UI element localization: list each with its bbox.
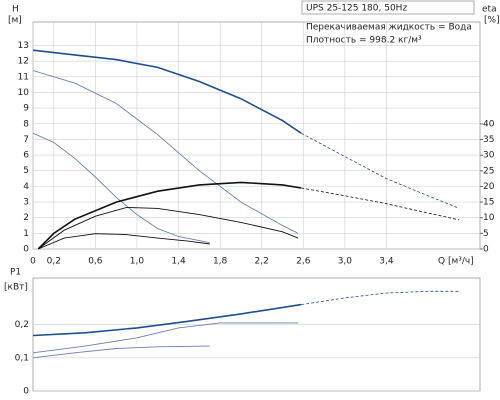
y2-axis-label: eta <box>482 5 497 15</box>
series-line <box>37 206 299 250</box>
y2-tick-label: 10 <box>483 213 495 223</box>
y-tick-label: 10 <box>18 88 30 98</box>
series-line <box>37 181 302 250</box>
y-tick-label: 1 <box>23 229 29 239</box>
x-tick-label: 1,0 <box>130 257 145 267</box>
y-axis-label: H <box>12 5 19 15</box>
y2-tick-label: 20 <box>483 182 495 192</box>
x-tick-label: 0,6 <box>88 257 103 267</box>
x-tick-label: 1,8 <box>213 257 228 267</box>
y-axis-unit: [м] <box>8 16 22 26</box>
chart-title: UPS 25-125 180, 50Hz <box>306 4 407 14</box>
series-line <box>38 233 210 250</box>
x-tick-label: 0,2 <box>47 257 61 267</box>
series-line <box>32 345 210 359</box>
y-tick-label: 9 <box>23 104 29 114</box>
x-tick-label: 3,4 <box>379 257 394 267</box>
y-tick-label: 0,1 <box>15 353 29 363</box>
y-axis-unit: [кВт] <box>4 283 28 293</box>
title-box <box>301 0 475 15</box>
y-tick-label: 2 <box>23 213 29 223</box>
y-tick-label: 0 <box>23 245 29 255</box>
series-line <box>301 187 460 221</box>
series-line <box>301 290 460 305</box>
x-tick-label: 3,0 <box>338 257 353 267</box>
annotation: Перекачиваемая жидкость = Вода <box>306 23 472 33</box>
x-tick-label: 0 <box>30 257 36 267</box>
series-line <box>32 303 302 337</box>
y2-tick-label: 5 <box>483 229 489 239</box>
annotation: Плотность = 998.2 кг/м³ <box>306 36 422 46</box>
y2-tick-label: 40 <box>483 119 495 129</box>
x-tick-label: 1,4 <box>171 257 186 267</box>
plot-frame <box>32 277 481 392</box>
y-tick-label: 0,2 <box>15 320 29 330</box>
x-tick-label: 2,6 <box>296 257 311 267</box>
y2-tick-label: 0 <box>483 245 489 255</box>
series-line <box>32 70 299 234</box>
y2-tick-label: 25 <box>483 166 494 176</box>
y2-tick-label: 30 <box>483 151 495 161</box>
y-tick-label: 5 <box>23 166 29 176</box>
y-axis-label: P1 <box>10 268 21 278</box>
x-axis-label: Q [м³/ч] <box>438 257 474 267</box>
y2-axis-unit: [%] <box>484 16 500 26</box>
y-tick-label: 12 <box>18 57 29 67</box>
y-tick-label: 6 <box>23 151 29 161</box>
y-tick-label: 13 <box>18 41 29 51</box>
y2-tick-label: 35 <box>483 135 494 145</box>
series-line <box>301 132 460 209</box>
y-tick-label: 8 <box>23 119 29 129</box>
y2-tick-label: 15 <box>483 198 494 208</box>
series-line <box>32 322 299 354</box>
y-tick-label: 11 <box>18 72 29 82</box>
x-tick-label: 2,2 <box>255 257 269 267</box>
y-tick-label: 3 <box>23 198 29 208</box>
y-tick-label: 4 <box>23 182 29 192</box>
series-line <box>32 49 302 134</box>
y-tick-label: 0 <box>23 387 29 397</box>
series-line <box>32 132 210 244</box>
y-tick-label: 7 <box>23 135 29 145</box>
